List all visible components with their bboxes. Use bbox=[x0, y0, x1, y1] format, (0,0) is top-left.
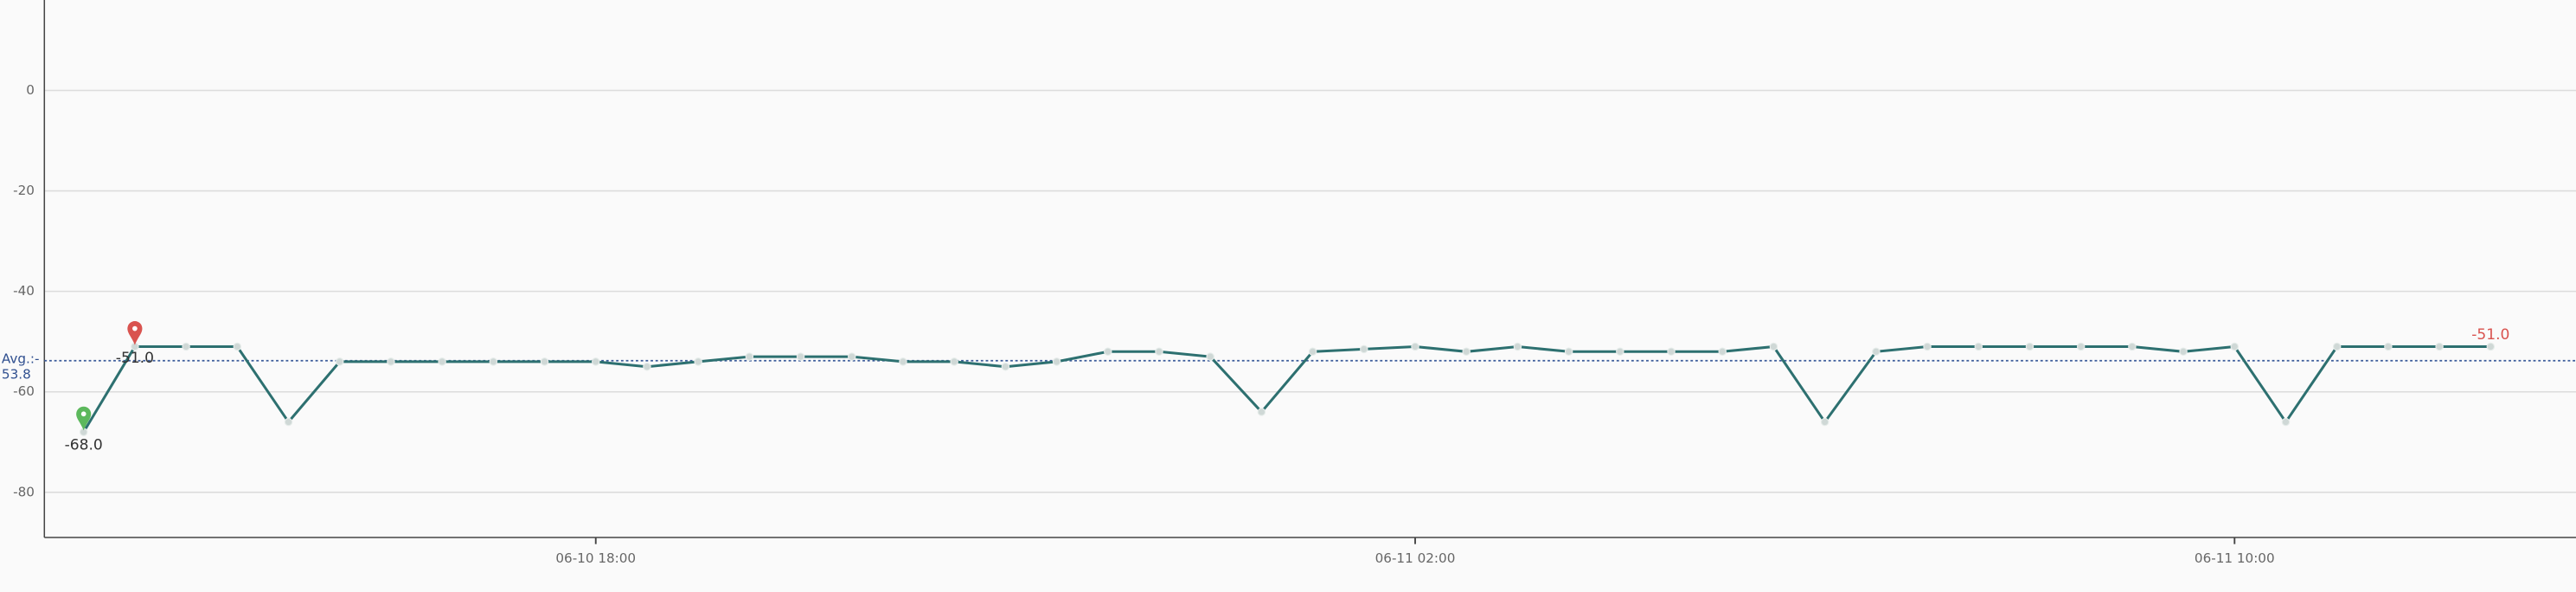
x-tick-label: 06-11 02:00 bbox=[1375, 550, 1456, 566]
point bbox=[796, 352, 805, 361]
y-tick-label: -60 bbox=[13, 383, 35, 399]
y-tick-label: -40 bbox=[13, 283, 35, 299]
last-label: -51.0 bbox=[2471, 326, 2509, 344]
point bbox=[2332, 342, 2342, 351]
point bbox=[1718, 347, 1727, 357]
y-tick-label: -20 bbox=[13, 183, 35, 198]
point bbox=[182, 342, 190, 351]
point bbox=[2179, 347, 2188, 357]
max-pin bbox=[127, 321, 143, 345]
line bbox=[82, 344, 2491, 433]
max-pin-dot bbox=[132, 325, 138, 331]
point bbox=[1360, 344, 1368, 354]
min-pin-dot bbox=[80, 411, 87, 417]
point bbox=[387, 357, 395, 366]
point bbox=[2025, 342, 2035, 351]
point bbox=[233, 342, 242, 351]
point bbox=[2281, 417, 2291, 427]
average-label: 53.8 bbox=[2, 366, 31, 382]
y-tick-label: 0 bbox=[26, 82, 35, 98]
point bbox=[1564, 347, 1573, 357]
point bbox=[1667, 347, 1676, 357]
point bbox=[1052, 357, 1061, 366]
min-label: -68.0 bbox=[65, 436, 103, 454]
point bbox=[438, 357, 446, 366]
point bbox=[1257, 408, 1266, 416]
point bbox=[2384, 342, 2393, 351]
point bbox=[2128, 342, 2137, 351]
min-pin bbox=[76, 406, 92, 431]
point bbox=[1104, 347, 1112, 357]
point bbox=[1155, 347, 1163, 357]
point bbox=[591, 357, 600, 366]
x-tick-label: 06-11 10:00 bbox=[2195, 550, 2275, 566]
point bbox=[335, 357, 344, 366]
point bbox=[1308, 347, 1317, 357]
x-tick-label: 06-10 18:00 bbox=[555, 550, 636, 566]
point bbox=[2435, 342, 2444, 351]
average-label: Avg.:- bbox=[2, 351, 40, 366]
point bbox=[284, 417, 293, 427]
point bbox=[848, 352, 856, 361]
point bbox=[1616, 347, 1624, 357]
point bbox=[1411, 342, 1419, 351]
y-tick-label: -80 bbox=[13, 484, 35, 499]
point bbox=[1206, 352, 1214, 361]
point bbox=[1513, 342, 1522, 351]
point bbox=[1923, 342, 1932, 351]
point bbox=[489, 357, 498, 366]
point bbox=[1769, 342, 1778, 351]
point bbox=[1872, 347, 1881, 357]
point bbox=[899, 357, 907, 366]
point bbox=[1820, 417, 1829, 427]
point bbox=[643, 362, 651, 371]
point bbox=[1462, 347, 1471, 357]
max-label: -51.0 bbox=[116, 350, 154, 367]
point bbox=[950, 357, 958, 366]
point bbox=[694, 357, 702, 366]
point bbox=[1974, 342, 1983, 351]
point bbox=[1001, 362, 1010, 371]
point bbox=[540, 357, 549, 366]
point bbox=[2486, 342, 2496, 351]
point bbox=[745, 352, 754, 361]
point bbox=[2230, 342, 2240, 351]
point bbox=[2076, 342, 2086, 351]
